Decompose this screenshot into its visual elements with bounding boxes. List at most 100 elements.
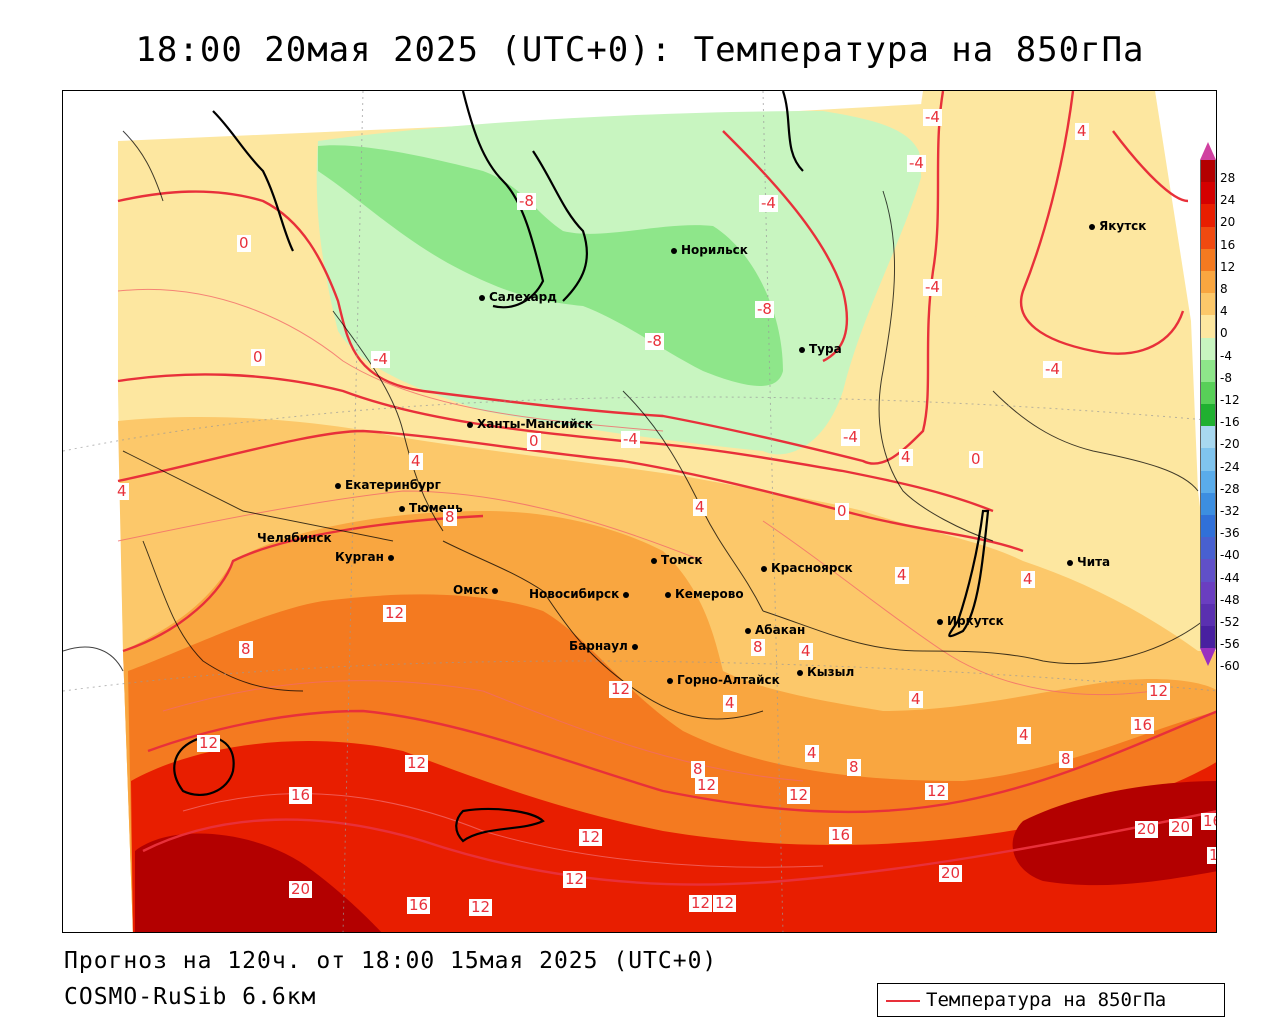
contour-label: 16 [1131,716,1155,734]
city-marker-icon [799,346,805,353]
colorbar-segment [1200,337,1216,360]
city-marker-icon [745,627,751,634]
colorbar-segment [1200,248,1216,271]
map-area: Якутск Норильск Салехард Тура Ханты-Манс… [62,90,1217,933]
city-abakan: Абакан [745,623,805,637]
contour-label: 4 [409,452,423,470]
city-marker-icon [1089,223,1095,230]
contour-label: 0 [251,348,265,366]
city-marker-icon [631,643,638,650]
city-tomsk: Томск [651,553,703,567]
colorbar-tick-label: -28 [1220,481,1240,496]
city-salekhard: Салехард [479,290,557,304]
contour-label: 12 [925,782,949,800]
contour-label: 4 [799,642,813,660]
model-name: COSMO-RuSib 6.6км [64,984,317,1010]
contour-label: 12 [383,604,407,622]
contour-label: 20 [289,880,313,898]
colorbar-segment [1200,270,1216,294]
contour-label: 12 [405,754,429,772]
colorbar-segment [1200,315,1216,338]
colorbar-segment [1200,426,1216,449]
temperature-field [63,91,1216,932]
colorbar-tick-label: -36 [1220,526,1240,541]
city-marker-icon [623,591,630,598]
contour-label: 8 [751,638,765,656]
contour-label: 20 [1169,818,1193,836]
contour-label: -4 [759,194,778,212]
legend-label: Температура на 850гПа [926,989,1167,1011]
colorbar-tick-label: -24 [1220,459,1240,474]
city-marker-icon [937,618,943,625]
colorbar-tick-label: 20 [1220,215,1236,230]
contour-label: 4 [909,690,923,708]
city-marker-icon [335,482,341,489]
colorbar-tick-label: -44 [1220,570,1240,585]
contour-label: 4 [1075,122,1089,140]
colorbar [1200,142,1216,667]
city-novosibirsk: Новосибирск [529,587,633,601]
contour-label: 12 [787,786,811,804]
contour-label: -4 [923,108,942,126]
colorbar-tick-label: -20 [1220,437,1240,452]
city-yekaterinburg: Екатеринбург [335,478,441,492]
contour-label: -4 [621,430,640,448]
contour-label: 4 [899,448,913,466]
contour-label: 0 [835,502,849,520]
city-marker-icon [761,565,767,572]
colorbar-tick-label: -56 [1220,637,1240,652]
contour-label: 20 [939,864,963,882]
contour-label: 0 [527,432,541,450]
city-chita: Чита [1067,555,1110,569]
city-krasnoyarsk: Красноярск [761,561,853,575]
colorbar-top-arrow-icon [1200,142,1216,160]
colorbar-tick-label: -52 [1220,615,1240,629]
colorbar-segment [1200,448,1216,471]
city-gorno-altaysk: Горно-Алтайск [667,673,780,687]
colorbar-tick-label: -8 [1220,370,1232,385]
contour-label: 4 [693,498,707,516]
colorbar-tick-label: -12 [1220,393,1240,407]
legend-box: Температура на 850гПа [877,983,1225,1017]
colorbar-tick-label: -60 [1220,659,1240,674]
city-kurgan: Курган [335,550,398,564]
contour-label: 4 [1021,570,1035,588]
colorbar-tick-label: -32 [1220,504,1240,518]
contour-label: 12 [695,776,719,794]
colorbar-segment [1200,515,1216,538]
city-omsk: Омск [453,583,502,597]
contour-label: 0 [237,234,251,252]
colorbar-segment [1200,559,1216,582]
colorbar-segment [1200,625,1216,649]
colorbar-tick-label: -48 [1220,592,1240,607]
contour-label: -4 [841,428,860,446]
city-marker-icon [399,505,405,512]
colorbar-segment [1200,293,1216,316]
colorbar-tick-label: -16 [1220,415,1240,430]
colorbar-segment [1200,470,1216,493]
contour-label: 4 [723,694,737,712]
colorbar-tick-label: -4 [1220,348,1232,363]
colorbar-segment [1200,381,1216,405]
colorbar-tick-label: 4 [1220,304,1228,319]
colorbar-segment [1200,226,1216,249]
city-marker-icon [651,557,657,564]
contour-label: 16 [289,786,313,804]
colorbar-segment [1200,204,1216,227]
city-marker-icon [387,554,394,561]
colorbar-tick-label: 8 [1220,282,1228,296]
city-marker-icon [667,677,673,684]
colorbar-segment [1200,160,1216,183]
city-yakutsk: Якутск [1089,219,1146,233]
contour-label: 16 [407,896,431,914]
city-tura: Тура [799,342,842,356]
colorbar-segment [1200,359,1216,382]
city-marker-icon [467,421,473,428]
city-kemerovo: Кемерово [665,587,744,601]
contour-label: 16 [1207,847,1216,864]
colorbar-tick-label: 12 [1220,259,1236,274]
contour-label: 12 [579,828,603,846]
contour-label: 8 [443,508,457,526]
contour-label: 12 [713,894,737,912]
contour-label: -8 [755,300,774,318]
